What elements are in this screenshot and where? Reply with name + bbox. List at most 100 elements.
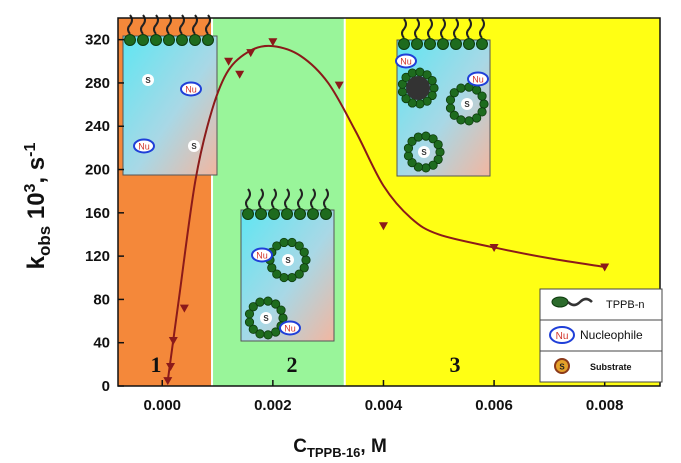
nucleophile-label: Nu [472,75,484,85]
substrate-label: S [285,256,291,265]
data-point-6 [246,49,256,58]
substrate-icon [418,146,430,158]
micelle-headgroup-icon [427,75,437,86]
nucleophile-label: Nu [256,251,268,261]
surfactant-head-icon [437,38,449,50]
region-3-label: 3 [450,352,461,377]
micelle-headgroup-icon [271,327,281,337]
micelle-headgroup-icon [278,313,288,323]
y-tick-label: 240 [85,118,110,135]
substrate-label: S [145,76,151,85]
region-2-label: 2 [287,352,298,377]
micelle-headgroup-icon [244,317,255,327]
surfactant-head-icon [176,34,188,46]
micelle-headgroup-icon [407,98,417,108]
x-tick-label: 0.000 [143,397,181,414]
markers-layer [163,38,610,386]
surfactant-head-icon [255,208,267,220]
micelle-headgroup-icon [429,83,439,93]
micelle-core-icon [406,76,430,100]
micelle-headgroup-icon [287,272,297,283]
x-axis-title-main: C [293,436,307,457]
micelle-headgroup-icon [477,91,487,101]
surfactant-tail-icon [427,18,433,39]
substrate-icon [142,74,154,86]
tppb-tail-icon [567,297,593,307]
surfactant-head-icon [320,208,332,220]
surfactant-head-icon [268,208,280,220]
micelle-headgroup-icon [415,99,425,109]
micelle-headgroup-icon [255,297,265,307]
micelle-headgroup-icon [428,134,438,144]
substrate-icon [461,98,473,110]
nucleophile-icon [467,71,489,87]
y-axis-title-mid: 10 [23,192,50,225]
surfactant-tail-icon [297,188,303,209]
plot-frame [117,17,661,387]
nucleophile-label: Nu [284,324,296,334]
micelle-headgroup-icon [433,139,443,150]
surfactant-tail-icon [401,18,407,39]
y-tick-label: 120 [85,248,110,265]
micelle-headgroup-icon [287,237,297,248]
y-tick-label: 80 [93,291,110,308]
nucleophile-icon [133,138,155,154]
y-tick-label: 40 [93,335,110,352]
nucleophile-label: Nu [138,142,150,152]
surfactant-head-icon [398,38,410,50]
surfactant-tail-icon [245,188,251,209]
surfactant-tail-icon [323,188,329,209]
micelle-headgroup-icon [449,88,459,98]
x-tick-label: 0.008 [586,397,624,414]
micelle-headgroup-icon [299,263,309,273]
micelle-headgroup-icon [271,299,281,309]
surfactant-head-icon [463,38,475,50]
data-point-2 [168,337,178,346]
surfactant-head-icon [307,208,319,220]
substrate-label: S [191,142,197,151]
substrate-label: S [464,100,470,109]
data-point-10 [489,243,499,252]
micelle-headgroup-icon [299,247,309,257]
y-axis-title-main: k [23,255,50,269]
data-point-4 [224,57,234,66]
micelle-headgroup-icon [472,113,482,123]
data-point-1 [166,363,176,372]
curve-layer [166,44,605,381]
legend-s-glyph: S [559,363,565,372]
x-axis-title-sub: TPPB-16 [307,445,360,460]
data-point-11 [600,263,610,272]
x-tick-label: 0.004 [365,397,403,414]
surfactant-head-icon [189,34,201,46]
legend-label-1: Nucleophile [580,328,643,342]
data-point-0 [163,377,173,386]
micelle-headgroup-icon [267,263,277,273]
micelle-headgroup-icon [407,68,417,78]
surfactant-head-icon [137,34,149,46]
micelle-headgroup-icon [422,70,432,80]
surfactant-head-icon [411,38,423,50]
y-axis-title-sub: obs [35,226,54,256]
micelle-headgroup-icon [435,147,445,157]
legend-label-2: Substrate [590,362,632,372]
surfactant-tail-icon [284,188,290,209]
y-tick-label: 280 [85,75,110,92]
tppb-molecule-icon [551,296,569,308]
micelle-headgroup-icon [272,241,282,251]
inset-region-1: S Nu Nu S [122,14,218,176]
axes-layer: 0 40 80 120 160 200 240 280 320 0.000 0.002 0.004 0.… [85,17,661,414]
micelle-headgroup-icon [456,115,466,125]
surfactant-tail-icon [258,188,264,209]
micelle-headgroup-icon [294,241,304,251]
micelle-headgroup-icon [276,305,286,315]
surfactant-head-icon [294,208,306,220]
data-point-9 [378,222,388,231]
substrate-icon [260,312,272,324]
y-axis-title: kobs 103, s-1 [22,143,54,270]
micelle-headgroup-icon [413,162,423,172]
micelle-headgroup-icon [255,329,265,339]
surfactant-head-icon [281,208,293,220]
micelle-headgroup-icon [279,272,289,283]
substrate-icon [554,358,570,374]
